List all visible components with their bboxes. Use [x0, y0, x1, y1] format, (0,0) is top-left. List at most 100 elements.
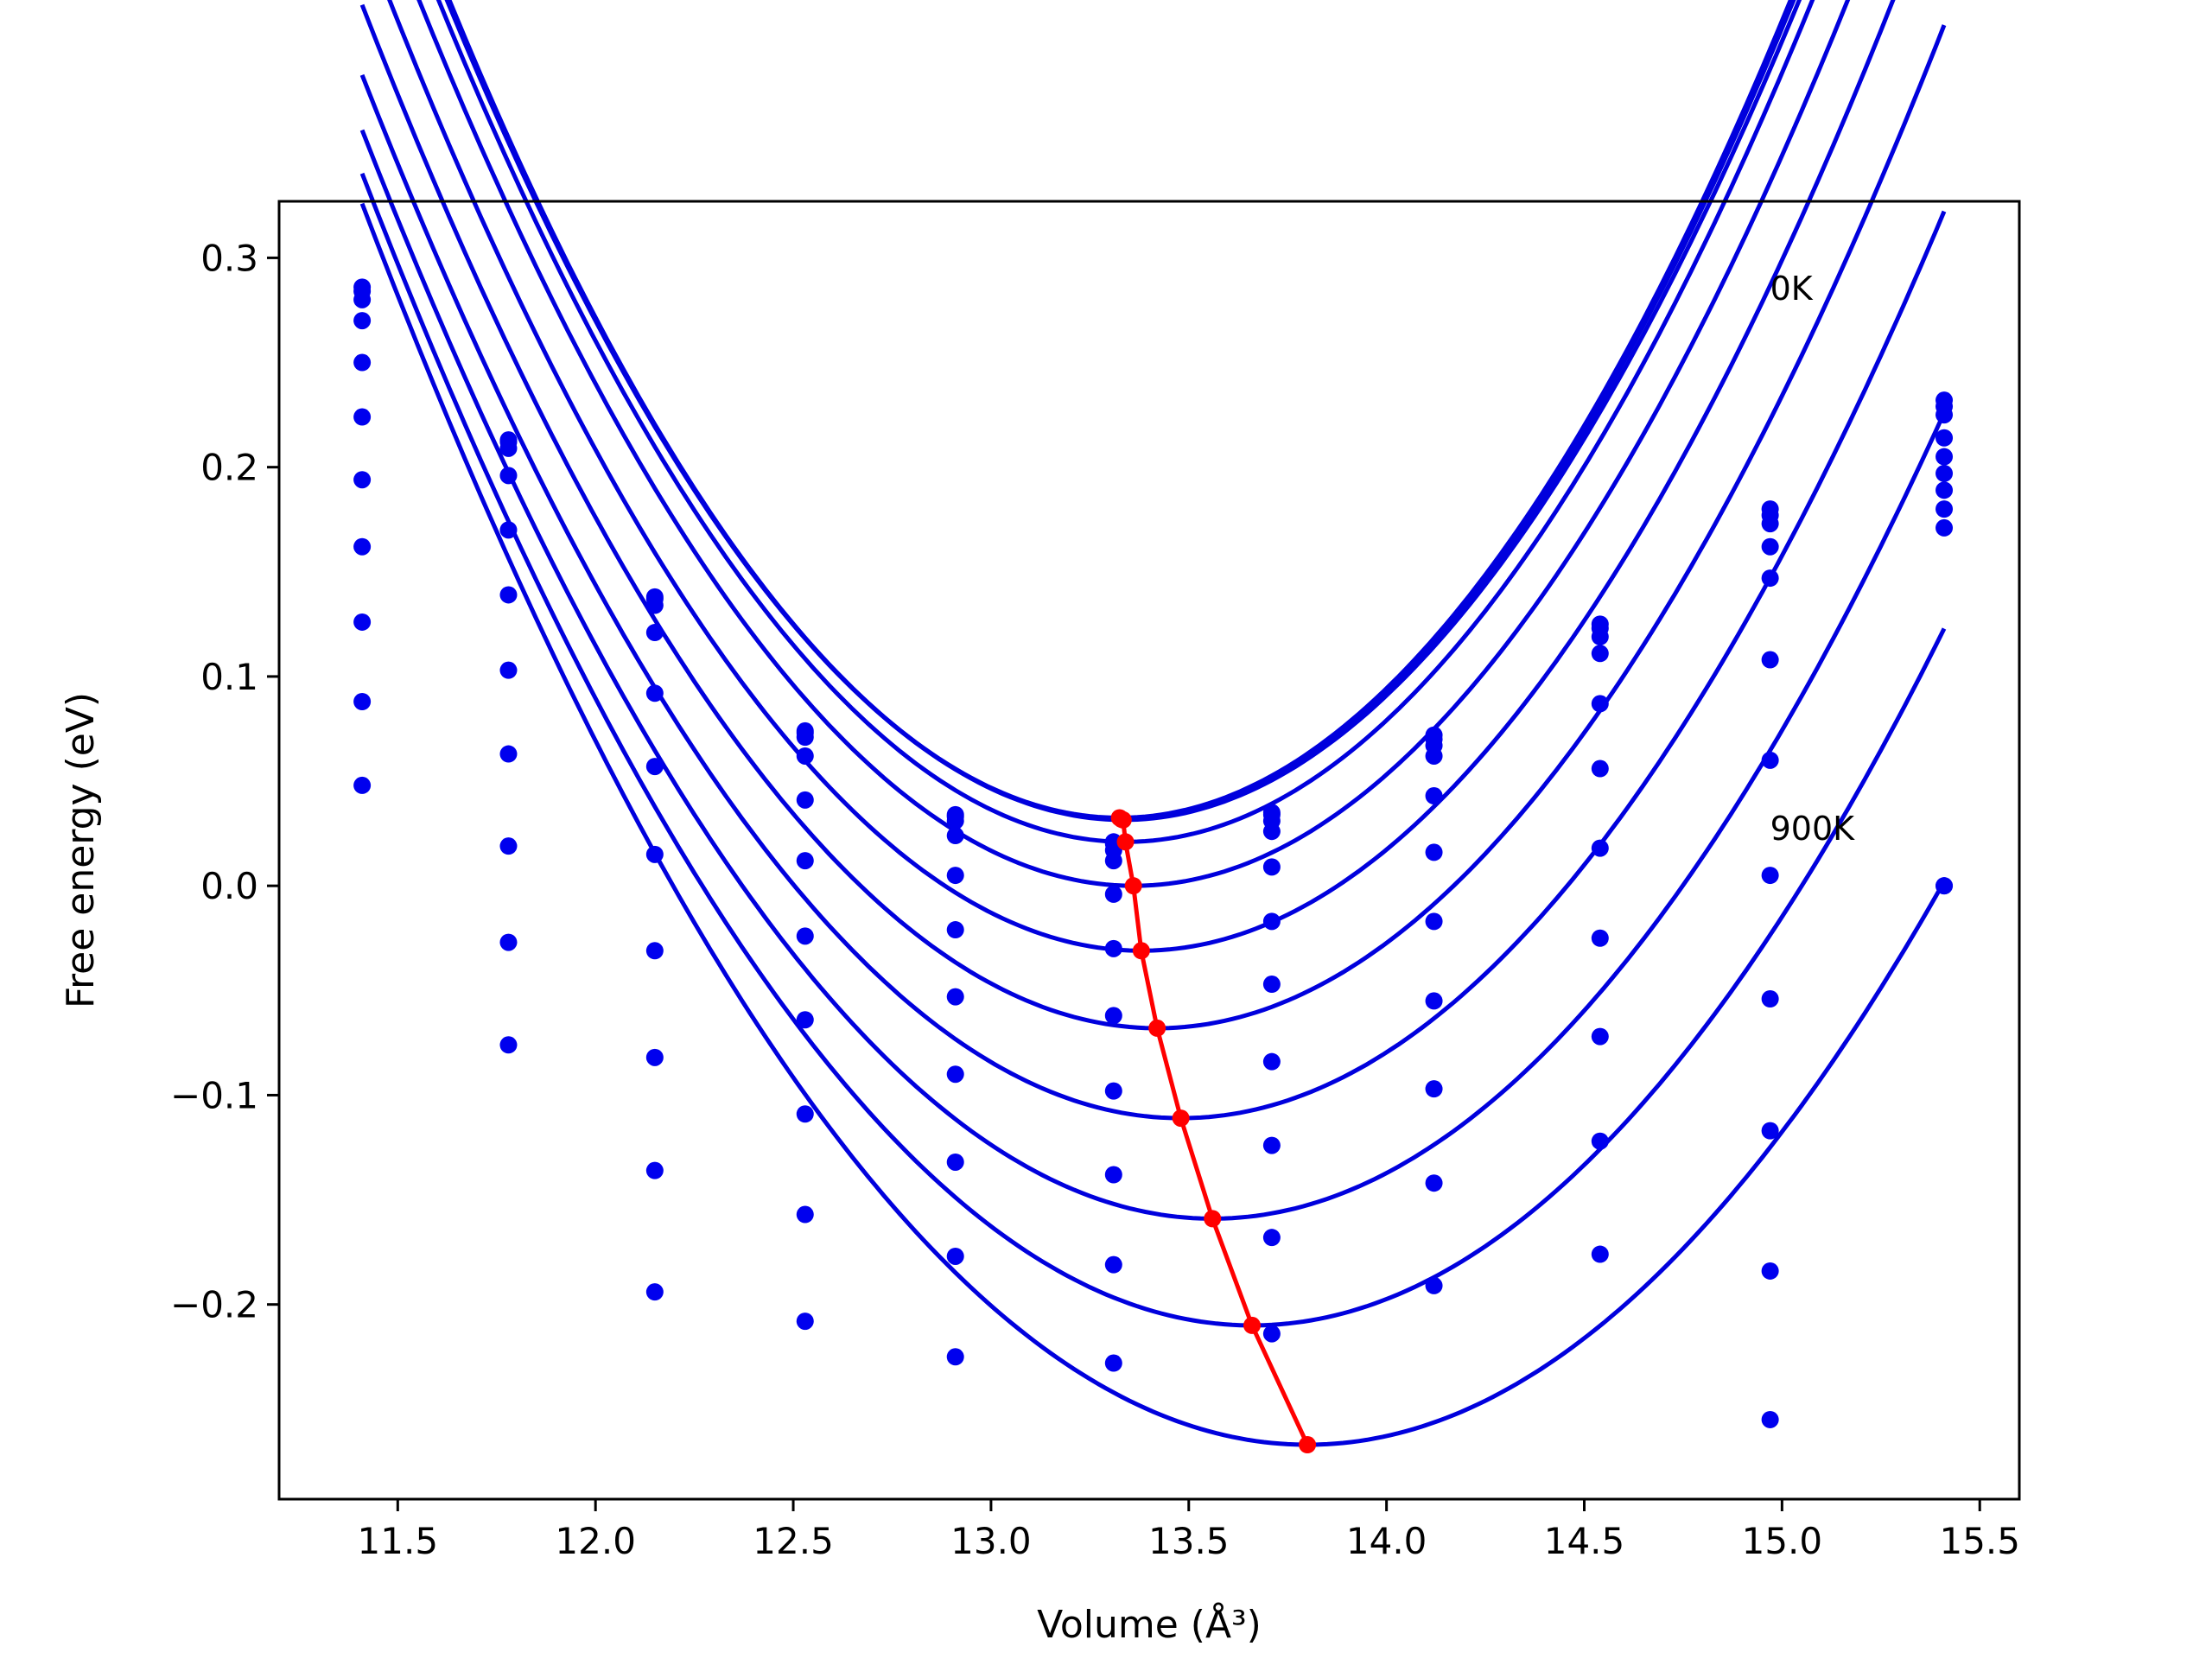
data-point: [499, 521, 518, 539]
fit-curve-9: [359, 172, 1947, 1328]
y-tick-label: 0.3: [200, 237, 258, 279]
data-point: [1104, 1007, 1122, 1025]
data-point: [353, 776, 372, 794]
data-point: [353, 312, 372, 330]
data-point: [796, 1105, 814, 1123]
data-point: [1591, 760, 1609, 778]
data-point: [499, 933, 518, 951]
data-point: [946, 1153, 964, 1171]
data-point: [1591, 695, 1609, 713]
minima-point: [1204, 1210, 1222, 1228]
data-point: [1761, 751, 1779, 769]
fit-curve-3: [435, 0, 1815, 844]
minima-point: [1148, 1019, 1166, 1037]
data-point: [1262, 912, 1281, 931]
data-point: [1425, 747, 1443, 765]
data-point: [1591, 1132, 1609, 1150]
data-point: [499, 586, 518, 604]
data-point: [1761, 990, 1779, 1008]
data-point: [1262, 1136, 1281, 1154]
data-point: [796, 1205, 814, 1224]
data-point: [353, 537, 372, 556]
data-point: [1936, 481, 1954, 499]
data-point: [1591, 839, 1609, 857]
data-point: [1591, 929, 1609, 947]
x-axis-ticks: 11.5 12.0 12.5 13.0 13.5 14.0 14.5 15.0 15.5: [358, 1499, 2020, 1562]
x-tick-label: 13.5: [1148, 1520, 1230, 1562]
minima-point: [1124, 877, 1142, 895]
x-tick-label: 11.5: [358, 1520, 439, 1562]
data-point: [499, 837, 518, 855]
minima-point: [1172, 1109, 1190, 1128]
y-tick-label: 0.1: [200, 656, 258, 698]
y-tick-label: 0.2: [200, 447, 258, 489]
data-point: [1104, 885, 1122, 903]
data-point: [1761, 1262, 1779, 1280]
data-point: [796, 728, 814, 747]
data-point: [796, 1011, 814, 1029]
data-point: [353, 408, 372, 426]
fit-curve-2: [444, 0, 1802, 823]
data-point: [796, 927, 814, 945]
x-tick-label: 15.0: [1742, 1520, 1823, 1562]
data-point: [946, 921, 964, 939]
x-tick-label: 13.0: [950, 1520, 1032, 1562]
data-point: [946, 812, 964, 830]
data-point: [1425, 1080, 1443, 1098]
data-point: [645, 1048, 664, 1066]
data-point: [1591, 1027, 1609, 1046]
data-point: [1761, 867, 1779, 885]
data-point: [1936, 500, 1954, 518]
data-points: [353, 278, 1954, 1428]
temperature-annotation: 900K: [1770, 810, 1856, 848]
data-point: [1425, 1276, 1443, 1294]
data-point: [353, 471, 372, 489]
data-point: [1262, 823, 1281, 841]
x-tick-label: 14.5: [1544, 1520, 1625, 1562]
data-point: [645, 624, 664, 642]
data-point: [1936, 406, 1954, 424]
data-point: [499, 1036, 518, 1054]
minima-point: [1299, 1436, 1317, 1454]
data-point: [946, 827, 964, 845]
fit-curve-4: [416, 0, 1851, 888]
data-point: [1262, 858, 1281, 876]
data-point: [353, 353, 372, 372]
y-tick-label: 0.0: [200, 865, 258, 907]
data-point: [1761, 515, 1779, 533]
fit-curve-8: [359, 129, 1947, 1221]
minima-trace: [1110, 809, 1317, 1454]
annotations: 0K 900K: [1770, 270, 1856, 848]
fit-curve-5: [387, 0, 1896, 953]
fit-curve-10: [359, 202, 1947, 1447]
data-point: [1761, 1122, 1779, 1140]
data-point: [1104, 1255, 1122, 1274]
data-point: [1591, 645, 1609, 663]
data-point: [1425, 1174, 1443, 1192]
data-point: [353, 613, 372, 631]
x-axis-label: Volume (Å³): [1037, 1601, 1262, 1647]
data-point: [1104, 1082, 1122, 1100]
fit-curve-7: [359, 73, 1947, 1121]
data-point: [796, 1313, 814, 1331]
minima-point: [1116, 833, 1135, 851]
data-point: [1761, 651, 1779, 669]
data-point: [499, 745, 518, 763]
data-point: [1425, 843, 1443, 861]
data-point: [1425, 912, 1443, 931]
x-tick-label: 15.5: [1939, 1520, 2020, 1562]
data-point: [645, 596, 664, 614]
data-point: [499, 439, 518, 457]
data-point: [946, 1065, 964, 1084]
data-point: [946, 988, 964, 1006]
data-point: [1761, 537, 1779, 556]
x-tick-label: 12.0: [555, 1520, 636, 1562]
x-tick-label: 14.0: [1346, 1520, 1427, 1562]
plot-frame: [277, 200, 2021, 1501]
data-point: [1262, 1325, 1281, 1343]
data-point: [1591, 1245, 1609, 1263]
data-point: [796, 747, 814, 765]
